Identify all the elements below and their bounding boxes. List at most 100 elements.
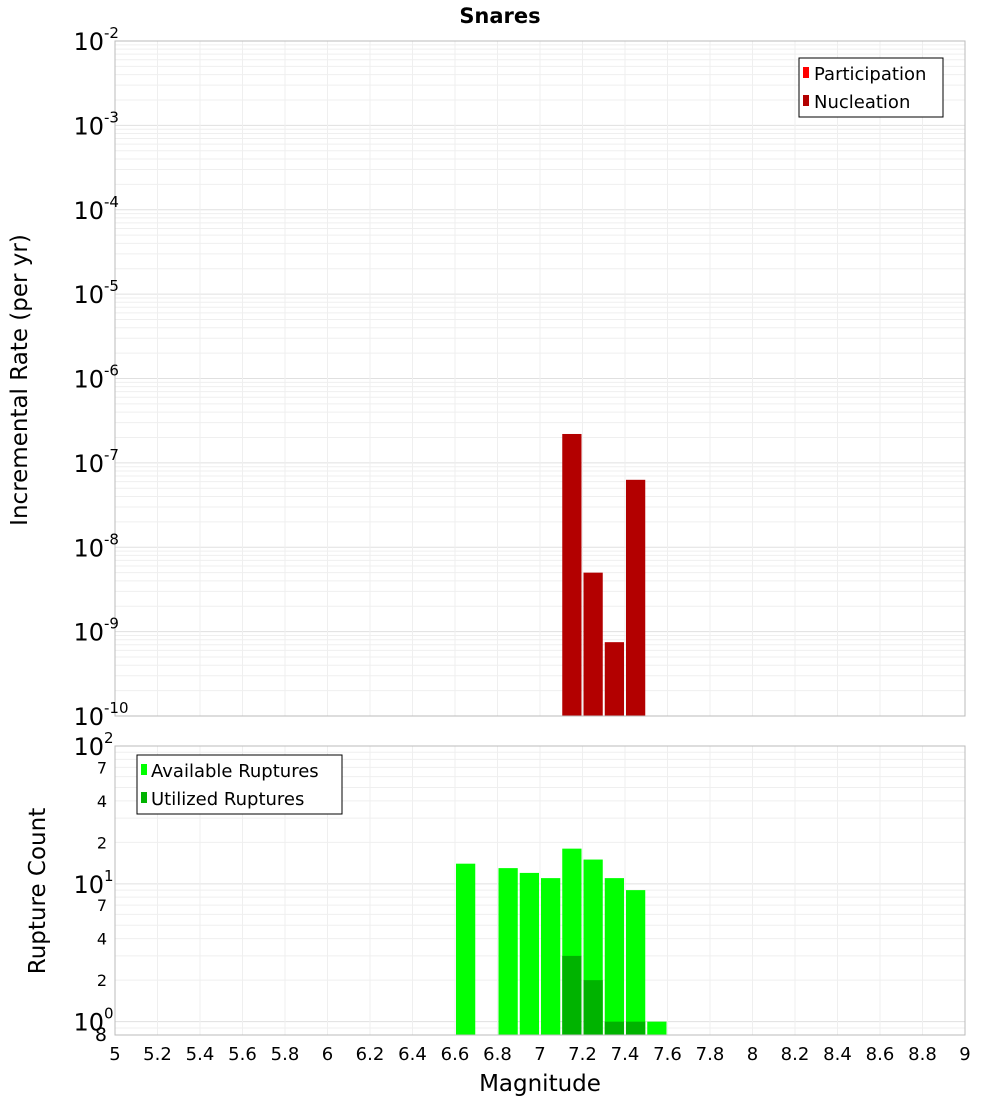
- x-tick-label: 7.2: [568, 1044, 597, 1065]
- svg-text:10: 10: [73, 534, 104, 562]
- svg-text:-6: -6: [104, 362, 119, 380]
- bottom-legend: Available Ruptures Utilized Ruptures: [136, 754, 343, 815]
- svg-text:10: 10: [73, 871, 104, 899]
- top-bar: [604, 642, 624, 716]
- x-tick-label: 7.6: [653, 1044, 682, 1065]
- bottom-bar: [562, 955, 582, 1035]
- svg-text:-2: -2: [104, 24, 119, 42]
- participation-legend-label: Participation: [814, 64, 926, 85]
- x-tick-label: 8.6: [866, 1044, 895, 1065]
- bottom-bar: [647, 1021, 667, 1035]
- bottom-y-major-tick-label: 10 1: [73, 867, 113, 899]
- x-tick-label: 7.8: [696, 1044, 725, 1065]
- svg-text:-9: -9: [104, 615, 119, 633]
- x-tick-label: 8.2: [781, 1044, 810, 1065]
- x-tick-label: 5.2: [143, 1044, 172, 1065]
- bottom-y-min-tick-label: 8: [95, 1024, 107, 1046]
- bottom-y-minor-tick-label: 4: [97, 930, 107, 949]
- top-legend-box: [798, 57, 944, 118]
- svg-text:1: 1: [104, 867, 114, 885]
- svg-text:10: 10: [73, 197, 104, 225]
- x-tick-label: 6.2: [356, 1044, 385, 1065]
- svg-text:10: 10: [73, 1009, 104, 1037]
- bottom-bar: [498, 868, 518, 1035]
- top-y-tick-label: 10 -4: [73, 193, 119, 225]
- svg-text:10: 10: [73, 281, 104, 309]
- top-bar: [626, 479, 646, 716]
- svg-text:10: 10: [73, 619, 104, 647]
- participation-legend-swatch: [803, 67, 809, 78]
- top-plot-gridlines: [114, 41, 966, 717]
- svg-text:-3: -3: [104, 108, 119, 126]
- x-tick-label: 5.8: [271, 1044, 300, 1065]
- top-y-tick-label: 10 -8: [73, 530, 119, 562]
- top-y-axis-label: Incremental Rate (per yr): [7, 234, 33, 526]
- svg-text:-7: -7: [104, 446, 119, 464]
- bottom-y-minor-tick-label: 4: [97, 792, 107, 811]
- svg-text:0: 0: [104, 1005, 114, 1023]
- svg-text:-10: -10: [104, 699, 129, 717]
- bottom-y-minor-tick-label: 2: [97, 971, 107, 990]
- x-tick-label: 5: [109, 1044, 120, 1065]
- chart-title: Snares: [459, 4, 540, 28]
- svg-text:-4: -4: [104, 193, 119, 211]
- svg-text:10: 10: [73, 28, 104, 56]
- bottom-plot-bars: [456, 848, 667, 1035]
- bottom-bar: [541, 878, 561, 1035]
- top-bar: [583, 572, 603, 716]
- x-tick-label: 6.6: [441, 1044, 470, 1065]
- utilized-ruptures-legend-swatch: [141, 792, 147, 803]
- x-tick-label: 8: [747, 1044, 758, 1065]
- svg-text:2: 2: [104, 729, 114, 747]
- x-tick-label: 7.4: [611, 1044, 640, 1065]
- top-y-tick-label: 10 -2: [73, 24, 119, 56]
- svg-text:10: 10: [73, 112, 104, 140]
- svg-text:10: 10: [73, 703, 104, 731]
- top-plot-bars: [562, 433, 646, 716]
- x-tick-label: 6.8: [483, 1044, 512, 1065]
- bottom-y-minor-tick-label: 2: [97, 833, 107, 852]
- top-y-tick-label: 10 -9: [73, 615, 119, 647]
- x-tick-label: 6.4: [398, 1044, 427, 1065]
- svg-text:-8: -8: [104, 530, 119, 548]
- bottom-bar: [583, 980, 603, 1035]
- svg-text:10: 10: [73, 366, 104, 394]
- top-y-tick-label: 10 -10: [73, 699, 128, 731]
- x-tick-label: 5.4: [186, 1044, 215, 1065]
- top-y-tick-label: 10 -7: [73, 446, 119, 478]
- svg-text:10: 10: [73, 450, 104, 478]
- svg-text:10: 10: [73, 733, 104, 761]
- top-y-tick-label: 10 -6: [73, 362, 119, 394]
- x-tick-label: 8.8: [908, 1044, 937, 1065]
- bottom-bar: [604, 1021, 624, 1035]
- bottom-bar: [604, 878, 624, 1035]
- bottom-y-major-tick-label: 10 0: [73, 1005, 113, 1037]
- top-y-tick-label: 10 -5: [73, 277, 119, 309]
- bottom-y-minor-tick-label: 7: [97, 758, 107, 777]
- x-tick-label: 8.4: [823, 1044, 852, 1065]
- top-plot-frame: [114, 40, 966, 717]
- utilized-ruptures-legend-label: Utilized Ruptures: [151, 789, 304, 810]
- top-legend: Participation Nucleation: [798, 57, 944, 118]
- svg-text:-5: -5: [104, 277, 119, 295]
- bottom-bar: [519, 872, 539, 1035]
- bottom-plot-frame: [114, 745, 966, 1036]
- x-axis-label: Magnitude: [479, 1071, 601, 1097]
- top-bar: [562, 433, 582, 716]
- bottom-bar: [626, 890, 646, 1035]
- available-ruptures-legend-swatch: [141, 764, 147, 775]
- x-tick-label: 7: [534, 1044, 545, 1065]
- bottom-bar: [456, 863, 476, 1035]
- bottom-y-major-tick-label: 10 2: [73, 729, 113, 761]
- top-y-tick-label: 10 -3: [73, 108, 119, 140]
- x-tick-label: 9: [959, 1044, 970, 1065]
- x-tick-labels: 5 5.2 5.4 5.6 5.8 6 6.2 6.4 6.6 6.8 7 7.2 7.4 7.6 7.8 8…: [109, 1044, 970, 1065]
- nucleation-legend-label: Nucleation: [814, 92, 910, 113]
- bottom-y-axis-label: Rupture Count: [25, 808, 51, 974]
- x-tick-label: 6: [322, 1044, 333, 1065]
- x-tick-label: 5.6: [228, 1044, 257, 1065]
- bottom-bar: [626, 1021, 646, 1035]
